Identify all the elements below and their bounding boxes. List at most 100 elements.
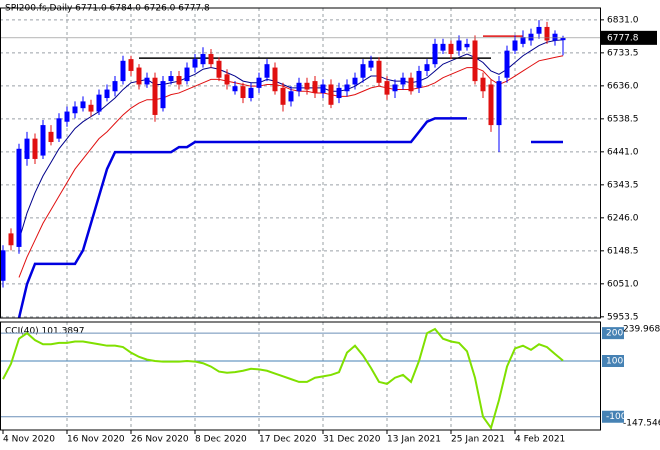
candle-body	[288, 91, 294, 102]
candle-body	[480, 77, 486, 92]
x-tick-label: 26 Nov 2020	[131, 435, 189, 445]
candle-body	[256, 77, 262, 88]
candle-body	[48, 131, 54, 143]
candle-body	[376, 60, 382, 83]
candle-body	[8, 233, 14, 246]
y-tick-label: 6538.5	[607, 114, 639, 124]
candle-body	[504, 50, 510, 78]
y-limit-label: 239.9682	[623, 325, 660, 335]
candle-body	[112, 81, 118, 92]
indicator-title: CCI(40) 101.3897	[5, 327, 85, 337]
candle-body	[128, 59, 134, 71]
y-limit-label: -147.546	[623, 419, 660, 429]
candle-body	[88, 104, 94, 112]
indicator-line	[17, 117, 563, 318]
candle-body	[184, 67, 190, 82]
candle-body	[168, 76, 174, 82]
candle-body	[200, 54, 206, 65]
candle-body	[192, 59, 198, 68]
candle-body	[224, 74, 230, 85]
candle-body	[160, 81, 166, 109]
candle-body	[408, 77, 414, 92]
candle-body	[232, 86, 238, 92]
candle-body	[528, 33, 534, 41]
x-tick-label: 13 Jan 2021	[387, 435, 441, 445]
y-tick-label: 6051.0	[607, 279, 639, 289]
candle-body	[176, 76, 182, 85]
indicator-panel	[0, 322, 600, 430]
y-tick-label: 6636.0	[607, 81, 639, 91]
candle-body	[272, 67, 278, 92]
y-tick-box	[602, 327, 624, 340]
candle-body	[352, 77, 358, 85]
candle-body	[496, 81, 502, 126]
candle-body	[208, 54, 214, 65]
candle-body	[448, 43, 454, 55]
candle-body	[136, 67, 142, 85]
candle-body	[96, 94, 102, 112]
candle-body	[424, 64, 430, 71]
candle-body	[488, 84, 494, 126]
candle-body	[24, 138, 30, 159]
candle-body	[328, 84, 334, 105]
y-tick-label: -100	[606, 412, 627, 422]
candle-body	[0, 250, 6, 281]
candle-body	[296, 82, 302, 92]
y-tick-label: 200	[606, 329, 623, 339]
candle-body	[456, 40, 462, 51]
candle-body	[264, 64, 270, 78]
candle-body	[32, 138, 38, 159]
cci-line	[2, 327, 564, 430]
y-tick-label: 6831.0	[607, 15, 639, 25]
candle-body	[104, 89, 110, 99]
price-box	[601, 30, 657, 45]
candle-body	[304, 82, 310, 90]
candle-body	[320, 84, 326, 93]
candle-body	[384, 81, 390, 95]
candle-body	[152, 77, 158, 115]
candle-body	[440, 43, 446, 51]
candle-body	[368, 60, 374, 68]
candle-body	[40, 125, 46, 156]
y-tick-box	[602, 355, 624, 368]
candle-body	[392, 84, 398, 92]
candle-body	[120, 60, 126, 82]
candle-body	[240, 86, 246, 99]
candle-body	[512, 40, 518, 51]
candle-body	[360, 64, 366, 78]
candle-body	[336, 87, 342, 99]
y-tick-label: 6343.5	[607, 180, 639, 190]
candle-body	[416, 70, 422, 88]
y-tick-label: 6441.0	[607, 147, 639, 157]
candle-body	[536, 26, 542, 34]
price-label: 6777.8	[607, 33, 639, 43]
y-tick-label: 100	[606, 357, 623, 367]
panel-frame	[0, 321, 601, 431]
x-tick-label: 8 Dec 2020	[195, 435, 247, 445]
x-tick-label: 17 Dec 2020	[259, 435, 317, 445]
candle-body	[216, 60, 222, 78]
candle-body	[544, 26, 550, 41]
price-panel	[0, 8, 600, 318]
y-tick-label: 6733.5	[607, 48, 639, 58]
candle-body	[56, 118, 62, 139]
candle-body	[472, 40, 478, 82]
y-tick-box	[602, 410, 624, 423]
candle-body	[280, 87, 286, 105]
candle-body	[16, 148, 22, 247]
candle-body	[64, 111, 70, 122]
candle-body	[432, 43, 438, 65]
x-tick-label: 16 Nov 2020	[67, 435, 125, 445]
panel-frame	[0, 7, 601, 319]
candle-body	[312, 81, 318, 93]
x-tick-label: 25 Jan 2021	[451, 435, 505, 445]
candle-body	[400, 77, 406, 85]
candle-body	[560, 37, 566, 41]
y-tick-label: 6148.5	[607, 246, 639, 256]
candle-body	[72, 106, 78, 114]
y-tick-label: 5953.5	[607, 312, 639, 322]
candle-body	[344, 84, 350, 92]
x-tick-label: 31 Dec 2020	[323, 435, 381, 445]
y-tick-label: 6246.0	[607, 213, 639, 223]
